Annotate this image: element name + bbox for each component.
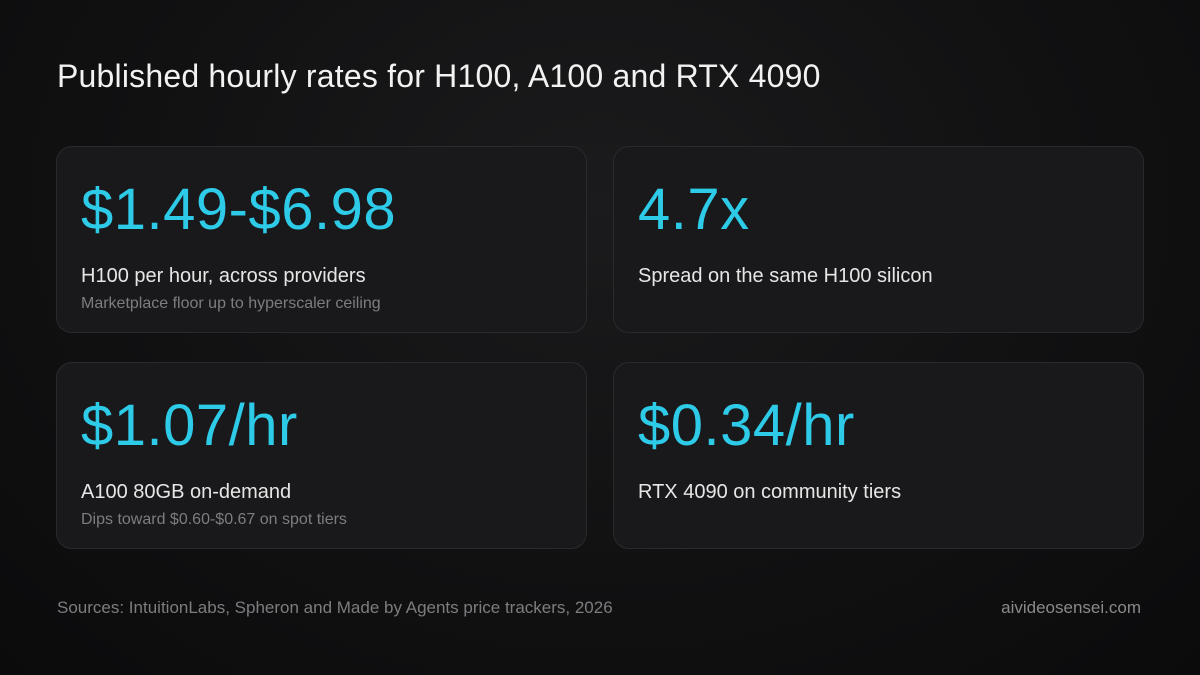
- stat-card-a100: $1.07/hr A100 80GB on-demand Dips toward…: [56, 362, 587, 549]
- sources-note: Sources: IntuitionLabs, Spheron and Made…: [57, 598, 613, 617]
- stat-label: RTX 4090 on community tiers: [638, 481, 902, 503]
- site-credit: aivideosensei.com: [1001, 598, 1141, 617]
- stat-card-h100-range: $1.49-$6.98 H100 per hour, across provid…: [56, 146, 587, 333]
- stat-sublabel: Dips toward $0.60-$0.67 on spot tiers: [81, 511, 347, 528]
- page-title: Published hourly rates for H100, A100 an…: [57, 58, 821, 94]
- stat-card-rtx4090: $0.34/hr RTX 4090 on community tiers: [613, 362, 1144, 549]
- stat-value: $1.07/hr: [81, 393, 298, 458]
- stat-card-h100-spread: 4.7x Spread on the same H100 silicon: [613, 146, 1144, 333]
- stat-label: A100 80GB on-demand: [81, 481, 292, 503]
- stat-value: $1.49-$6.98: [81, 177, 397, 242]
- stat-label: H100 per hour, across providers: [81, 265, 366, 287]
- stat-sublabel: Marketplace floor up to hyperscaler ceil…: [81, 295, 381, 312]
- stats-grid: $1.49-$6.98 H100 per hour, across provid…: [56, 146, 1144, 549]
- stat-value: $0.34/hr: [638, 393, 855, 458]
- stat-value: 4.7x: [638, 177, 750, 242]
- stat-label: Spread on the same H100 silicon: [638, 265, 933, 287]
